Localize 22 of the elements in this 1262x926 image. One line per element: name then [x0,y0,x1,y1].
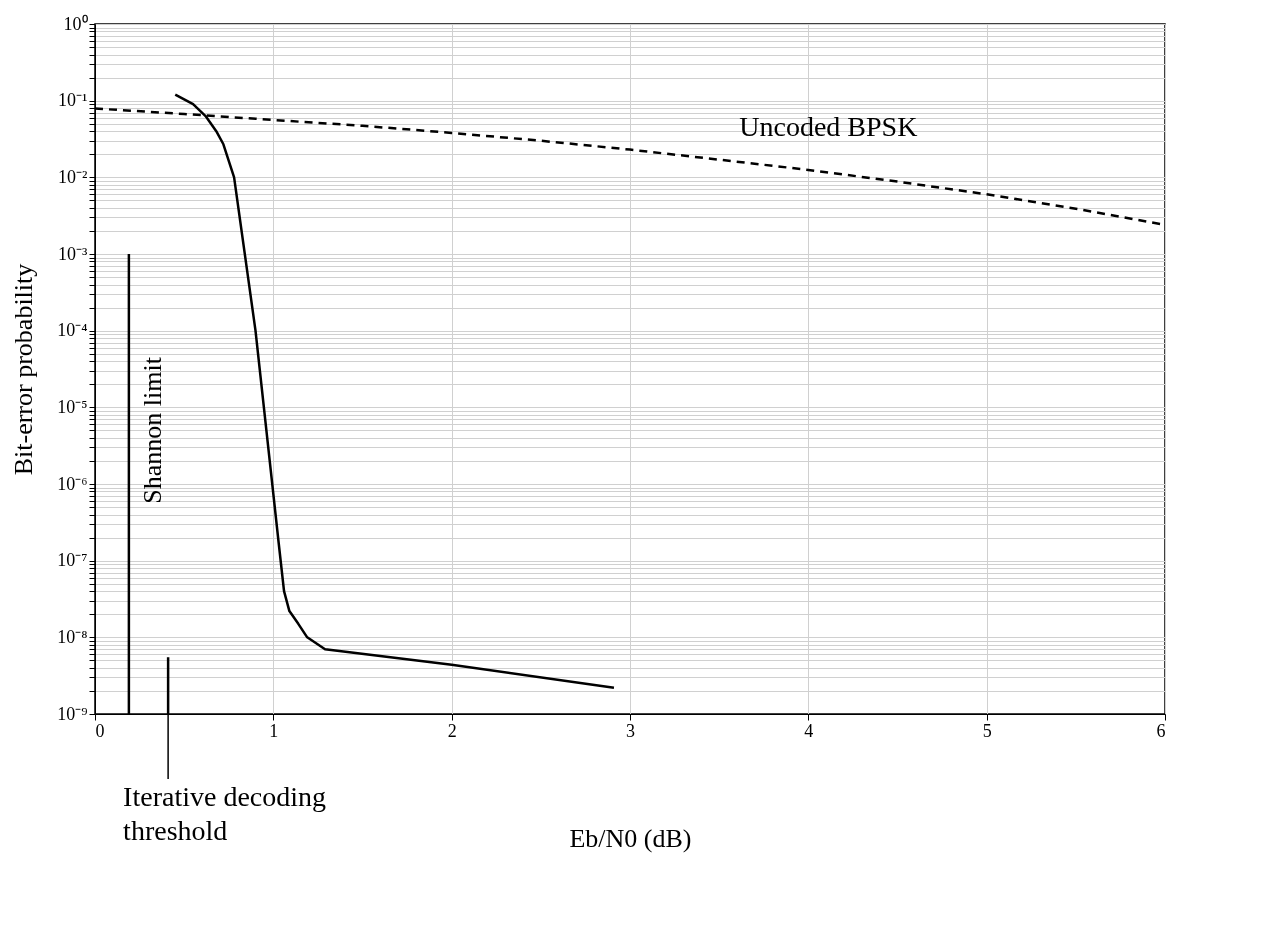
x-tick-label: 1 [269,720,279,741]
x-tick-label: 0 [95,720,105,741]
x-tick-label: 2 [447,720,457,741]
x-tick-label: 3 [626,720,635,741]
x-tick-label: 6 [1156,720,1166,741]
y-axis-title: Bit-error probability [9,263,39,476]
y-tick-label: 10⁻⁹ [57,703,88,724]
y-tick-label: 10⁻⁴ [57,320,88,341]
y-tick-label: 10⁰ [63,13,88,34]
y-tick-label: 10⁻⁶ [57,473,88,494]
annotation: Iterative decoding threshold [123,781,327,846]
annotation: Shannon limit [137,356,167,504]
y-tick-label: 10⁻¹ [58,90,88,111]
x-axis-title: Eb/N0 (dB) [569,823,692,853]
x-tick-label: 4 [804,720,814,741]
y-tick-label: 10⁻⁸ [57,626,88,647]
y-tick-label: 10⁻² [58,166,88,187]
y-tick-label: 10⁻⁵ [57,396,88,417]
series-label: Uncoded BPSK [739,110,918,142]
y-tick-label: 10⁻⁷ [57,550,88,571]
x-tick-label: 5 [982,720,992,741]
y-tick-label: 10⁻³ [58,243,89,264]
